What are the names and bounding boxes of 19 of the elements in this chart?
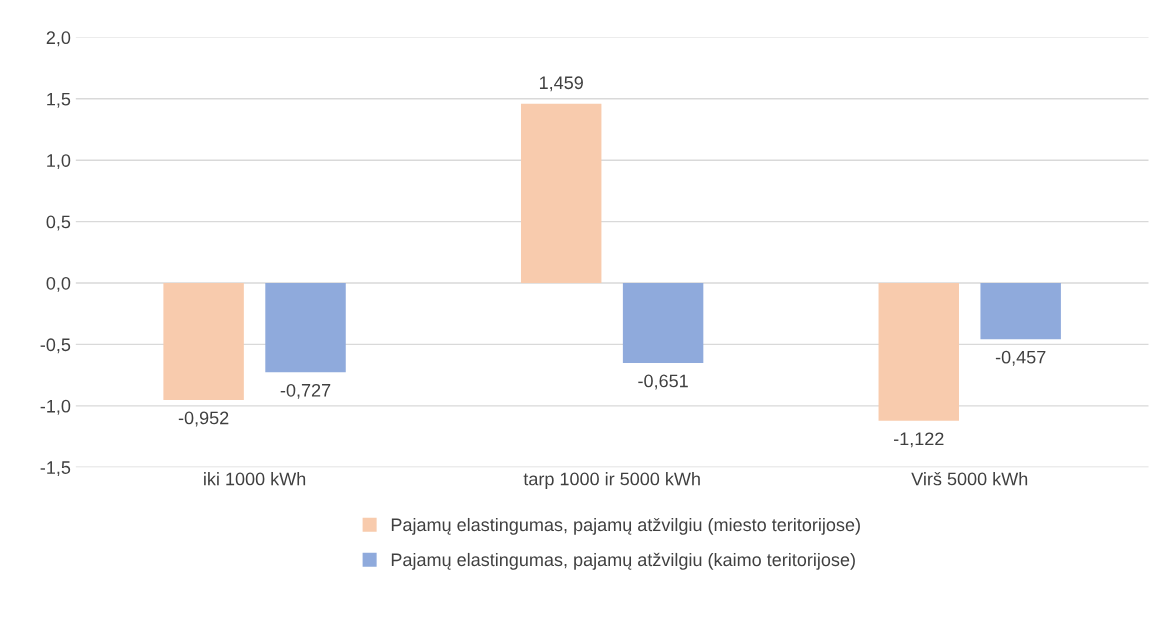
x-tick-label: iki 1000 kWh bbox=[204, 472, 306, 486]
data-label: -0,727 bbox=[280, 383, 331, 399]
x-tick-label: tarp 1000 ir 5000 kWh bbox=[523, 472, 700, 489]
y-tick-label: -1,0 bbox=[40, 399, 71, 415]
data-label: -0,651 bbox=[638, 374, 688, 390]
y-tick-label: 2,0 bbox=[46, 31, 71, 47]
y-tick-label: 1,0 bbox=[47, 154, 71, 170]
x-tick-label: Virš 5000 kWh bbox=[911, 472, 1028, 486]
y-tick-label: 1,5 bbox=[47, 92, 71, 108]
legend-label: Pajamų elastingumas, pajamų atžvilgiu (kaimo teritorijose) bbox=[391, 552, 855, 570]
data-label: -1,122 bbox=[893, 432, 944, 448]
y-tick-label: 0,5 bbox=[46, 215, 71, 231]
y-tick-label: 0,0 bbox=[46, 276, 71, 292]
data-label: -0,952 bbox=[178, 411, 229, 427]
y-tick-label: -0,5 bbox=[40, 338, 71, 354]
data-label: 1,459 bbox=[539, 76, 583, 92]
legend-label: Pajamų elastingumas, pajamų atžvilgiu (miesto teritorijose) bbox=[391, 517, 860, 535]
data-label: -0,457 bbox=[995, 350, 1046, 366]
y-tick-label: -1,5 bbox=[40, 461, 71, 477]
